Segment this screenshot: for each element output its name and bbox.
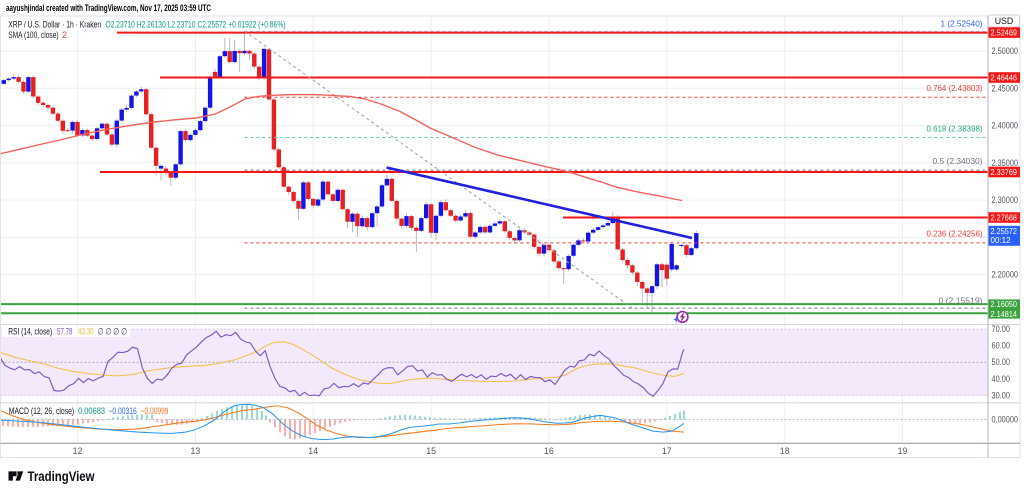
svg-text:2.14814: 2.14814: [991, 309, 1018, 319]
svg-text:2.25572: 2.25572: [991, 226, 1018, 236]
svg-text:0.00000: 0.00000: [992, 414, 1019, 424]
svg-text:0.00683: 0.00683: [78, 406, 105, 416]
svg-text:XRP / U.S. Dollar · 1h · Krake: XRP / U.S. Dollar · 1h · Kraken: [8, 19, 101, 29]
svg-text:0.764 (2.43803): 0.764 (2.43803): [927, 83, 983, 93]
svg-text:13: 13: [191, 446, 201, 456]
svg-text:−0.00316: −0.00316: [108, 406, 136, 416]
svg-text:15: 15: [426, 446, 436, 456]
svg-text:aayushjindal created with Trad: aayushjindal created with TradingView.co…: [6, 3, 211, 13]
svg-text:∅ ∅ ∅ ∅: ∅ ∅ ∅ ∅: [98, 326, 128, 336]
svg-text:2: 2: [62, 30, 67, 40]
svg-text:2.50000: 2.50000: [992, 46, 1019, 56]
svg-text:O2.23710 H2.26130 L2.23710: O2.23710 H2.26130 L2.23710 C2.25572 +0.0…: [106, 19, 286, 29]
svg-text:2.46446: 2.46446: [991, 73, 1018, 83]
svg-text:60.00: 60.00: [992, 341, 1011, 351]
svg-text:70.00: 70.00: [992, 324, 1011, 334]
svg-text:0.5 (2.34030): 0.5 (2.34030): [933, 156, 983, 166]
svg-text:57.78: 57.78: [57, 326, 73, 336]
svg-text:00:12: 00:12: [991, 236, 1012, 245]
svg-text:1 (2.52540): 1 (2.52540): [941, 19, 983, 29]
svg-text:40.00: 40.00: [992, 374, 1011, 384]
svg-text:0 (2.15519): 0 (2.15519): [939, 296, 983, 306]
svg-text:2.35000: 2.35000: [992, 158, 1019, 168]
svg-text:MACD (12, 26, close): MACD (12, 26, close): [9, 406, 74, 416]
svg-text:16: 16: [544, 446, 554, 456]
svg-text:RSI (14, close): RSI (14, close): [8, 326, 52, 336]
svg-text:18: 18: [780, 446, 790, 456]
svg-text:2.33769: 2.33769: [991, 167, 1018, 177]
svg-text:2.45000: 2.45000: [992, 83, 1019, 93]
svg-text:2.27668: 2.27668: [991, 213, 1018, 223]
svg-text:50.00: 50.00: [992, 357, 1011, 367]
svg-text:0.236 (2.24256): 0.236 (2.24256): [927, 228, 983, 238]
svg-text:SMA (100, close): SMA (100, close): [8, 30, 58, 40]
svg-text:2.40000: 2.40000: [992, 121, 1019, 131]
svg-text:14: 14: [308, 446, 318, 456]
svg-text:19: 19: [898, 446, 908, 456]
svg-text:30.00: 30.00: [992, 390, 1011, 400]
svg-text:2.20000: 2.20000: [992, 270, 1019, 280]
svg-text:17: 17: [662, 446, 672, 456]
svg-text:−0.00999: −0.00999: [141, 406, 169, 416]
svg-text:TradingView: TradingView: [28, 469, 95, 484]
svg-text:USD: USD: [995, 16, 1014, 26]
svg-text:2.16050: 2.16050: [991, 299, 1018, 309]
svg-text:12: 12: [73, 446, 83, 456]
svg-text:2.52469: 2.52469: [991, 28, 1018, 38]
svg-text:43.30: 43.30: [78, 326, 94, 336]
svg-text:2.30000: 2.30000: [992, 195, 1019, 205]
svg-text:0.618 (2.38398): 0.618 (2.38398): [927, 124, 983, 134]
